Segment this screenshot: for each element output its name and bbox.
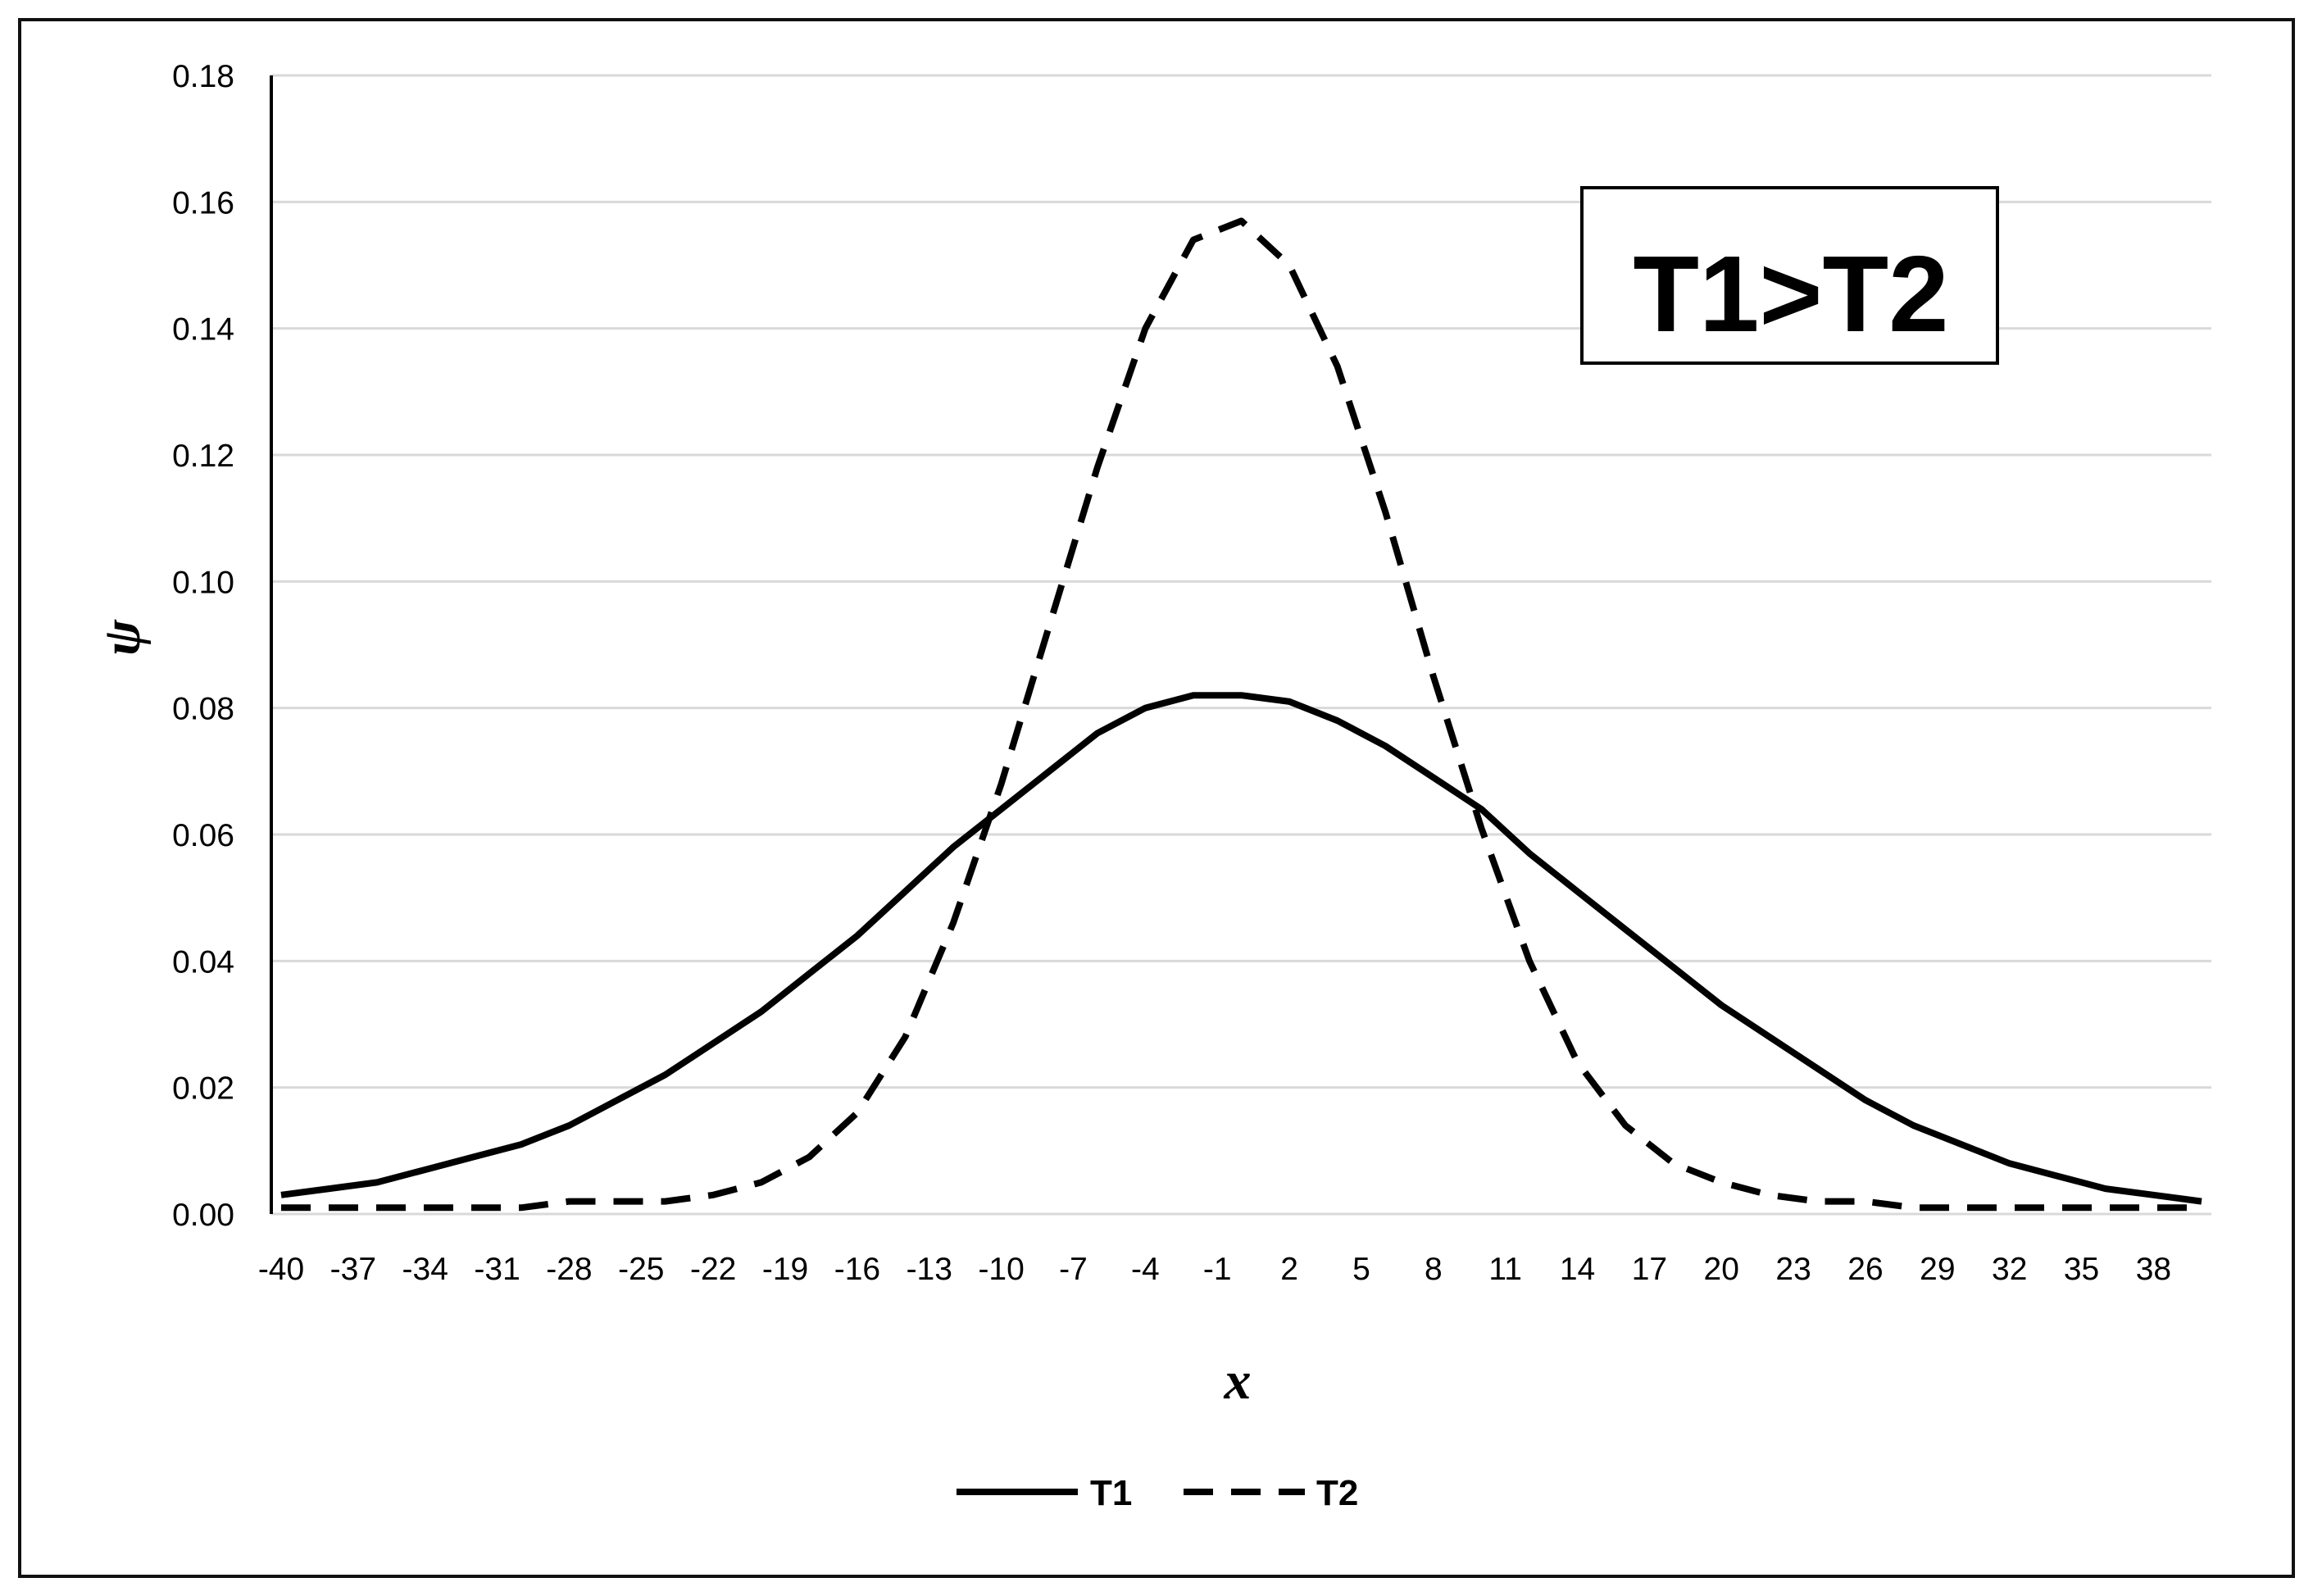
series-line-t1 [280, 692, 2202, 1205]
x-tick-label: -40 [258, 1252, 304, 1287]
series-line-t2 [281, 217, 2202, 1212]
x-tick-label: -4 [1131, 1252, 1160, 1287]
x-tick-label: 11 [1488, 1252, 1522, 1287]
x-tick-label: 32 [1992, 1252, 2027, 1287]
x-tick-label: 2 [1280, 1252, 1298, 1287]
y-tick-label: 0.08 [172, 692, 234, 727]
x-tick-label: 26 [1847, 1252, 1883, 1287]
legend: T1 T2 [957, 1473, 1358, 1513]
y-tick-label: 0.16 [172, 185, 234, 221]
x-tick-label: 17 [1632, 1252, 1667, 1287]
x-axis-title: x [1224, 1351, 1252, 1411]
y-tick-label: 0.02 [172, 1071, 234, 1107]
x-axis-ticks: -40 -37 -34 -31 -28 -25 -22 -19 -16 -13 -10 -7 -4 -1 2… [258, 1252, 2171, 1287]
x-tick-label: 35 [2064, 1252, 2099, 1287]
x-tick-label: 5 [1352, 1252, 1370, 1287]
annotation-frame [1580, 186, 1999, 365]
x-tick-label: -16 [834, 1252, 880, 1287]
x-tick-label: -25 [618, 1252, 664, 1287]
series-lines [280, 217, 2202, 1212]
y-tick-label: 0.12 [172, 439, 234, 474]
x-tick-label: 23 [1775, 1252, 1811, 1287]
x-tick-label: -7 [1059, 1252, 1088, 1287]
y-axis-title: ψ [92, 619, 152, 656]
x-tick-label: -34 [402, 1252, 448, 1287]
x-tick-label: 38 [2136, 1252, 2171, 1287]
x-tick-label: -10 [978, 1252, 1024, 1287]
x-tick-label: -19 [762, 1252, 808, 1287]
x-tick-label: -1 [1203, 1252, 1232, 1287]
x-tick-label: -31 [474, 1252, 520, 1287]
annotation-text: T1>T2 [1633, 234, 1948, 354]
x-tick-label: 20 [1704, 1252, 1739, 1287]
annotation-box: T1>T2 [1580, 186, 1999, 365]
y-tick-label: 0.06 [172, 818, 234, 853]
x-tick-label: -28 [546, 1252, 592, 1287]
x-tick-label: 29 [1920, 1252, 1955, 1287]
x-tick-label: 14 [1560, 1252, 1595, 1287]
y-tick-label: 0.04 [172, 944, 234, 980]
y-tick-label: 0.14 [172, 312, 234, 348]
y-axis-ticks: 0.00 0.02 0.04 0.06 0.08 0.10 0.12 0.14 0.16 0.18 [172, 59, 234, 1233]
x-tick-label: -37 [330, 1252, 376, 1287]
x-tick-label: 8 [1425, 1252, 1443, 1287]
x-tick-label: -22 [690, 1252, 736, 1287]
y-tick-label: 0.00 [172, 1198, 234, 1233]
x-tick-label: -13 [907, 1252, 952, 1287]
legend-label-t1: T1 [1090, 1473, 1132, 1513]
legend-label-t2: T2 [1316, 1473, 1358, 1513]
y-tick-label: 0.10 [172, 565, 234, 600]
y-tick-label: 0.18 [172, 59, 234, 94]
